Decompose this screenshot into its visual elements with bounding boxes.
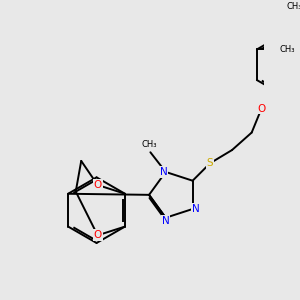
Text: S: S (207, 158, 213, 168)
Text: CH₃: CH₃ (286, 2, 300, 11)
Text: O: O (257, 103, 266, 113)
Text: O: O (94, 230, 102, 240)
Text: O: O (94, 180, 102, 190)
Text: CH₃: CH₃ (280, 45, 295, 54)
Text: N: N (162, 216, 170, 226)
Text: N: N (160, 167, 167, 177)
Text: N: N (192, 204, 200, 214)
Text: CH₃: CH₃ (142, 140, 157, 149)
